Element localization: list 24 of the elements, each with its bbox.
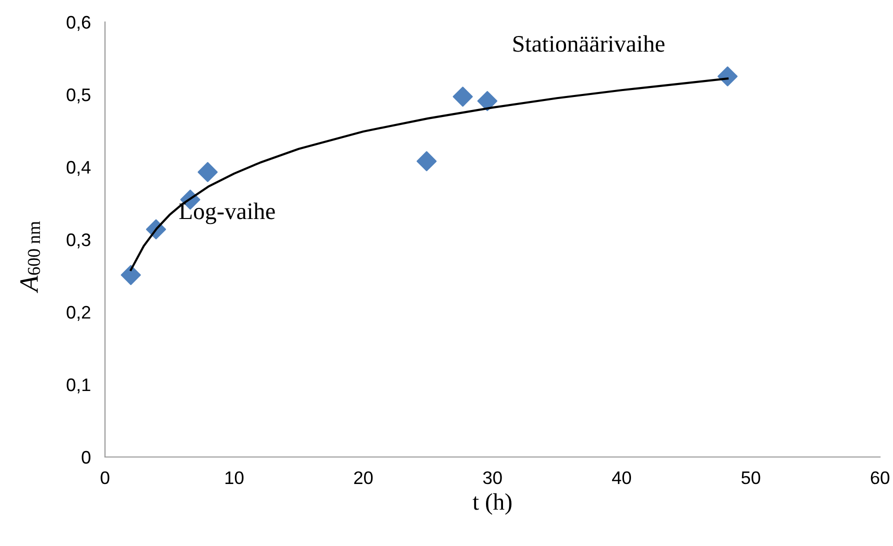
y-tick-label: 0,3 (66, 233, 90, 248)
x-tick-label: 50 (742, 471, 760, 484)
x-tick-label: 60 (870, 471, 890, 484)
point (452, 86, 473, 107)
annotation: Log-vaihe (179, 202, 275, 224)
x-tick-label: 30 (483, 471, 502, 484)
y-tick-label: 0 (82, 450, 90, 464)
x-tick-label: 0 (100, 471, 110, 484)
point (416, 151, 437, 172)
point (718, 66, 738, 86)
x-tick-label: 10 (226, 471, 244, 484)
y-tick-label: 0,1 (66, 378, 90, 394)
x-tick-label: 40 (612, 471, 632, 484)
y-tick-label: 0,5 (66, 88, 90, 104)
y-tick-label: 0,4 (66, 160, 91, 176)
x-tick-label: 20 (354, 471, 373, 484)
point (120, 265, 141, 286)
point (198, 162, 218, 182)
y-tick-label: 0,2 (66, 306, 90, 321)
y-axis-title: A600 nm (20, 221, 40, 294)
annotation: Stationäärivaihe (513, 35, 664, 52)
point (477, 91, 498, 112)
y-tick-label: 0,6 (66, 16, 90, 31)
x-axis-title: t (h) (472, 493, 512, 515)
